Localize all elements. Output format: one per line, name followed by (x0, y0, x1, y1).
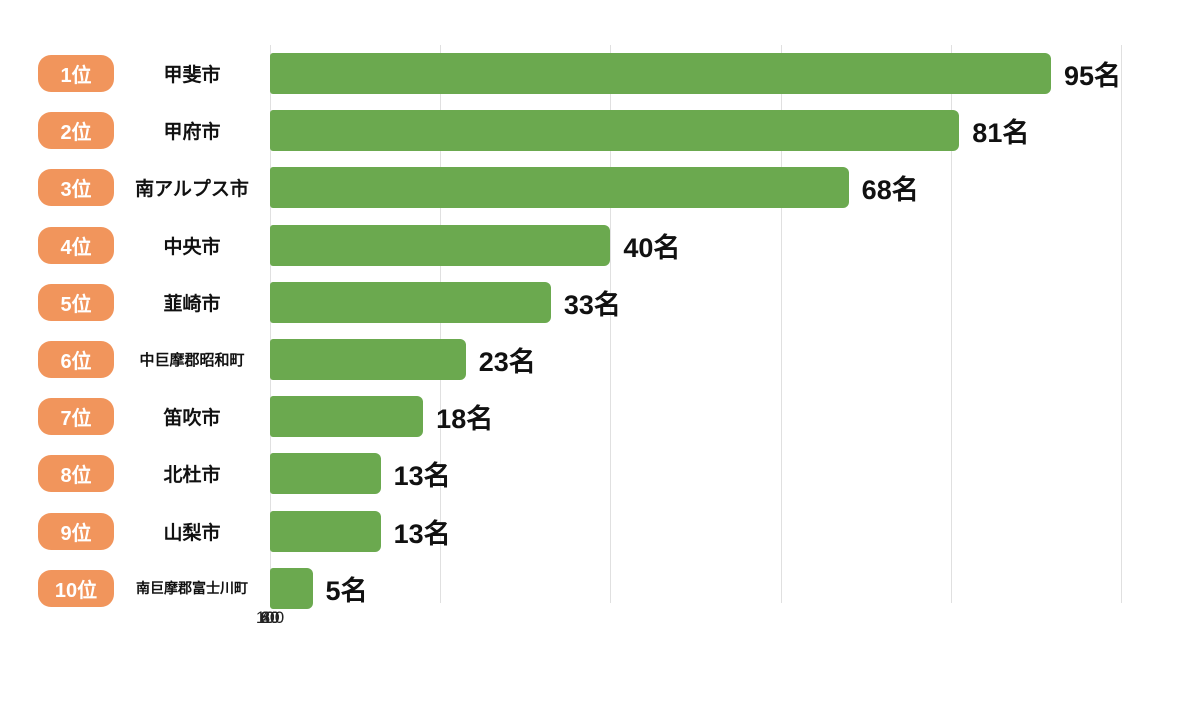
bar (270, 453, 381, 495)
bar-area: 18名 (270, 396, 1121, 438)
value-label: 5名 (325, 575, 368, 606)
x-axis-tick-label: 0 (265, 608, 275, 627)
city-label: 南アルプス市 (135, 179, 249, 201)
table-row: 2位 甲府市 81名 (38, 102, 1200, 159)
rank-badge: 6位 (38, 341, 114, 379)
x-axis-tick-label: 40 (260, 608, 280, 627)
table-row: 5位 韮崎市 33名 (38, 274, 1200, 331)
chart-rows: 1位 甲斐市 95名 2位 甲府市 81名 3位 南アルプス市 68名 4位 (38, 45, 1200, 617)
city-label: 中央市 (163, 236, 221, 258)
x-axis-tick-label: 80 (260, 608, 280, 627)
bar-area: 81名 (270, 110, 1121, 152)
value-label: 33名 (563, 289, 621, 320)
rank-badge: 3位 (38, 169, 114, 207)
bar (270, 53, 1051, 95)
value-label: 18名 (436, 404, 494, 435)
rank-badge: 4位 (38, 226, 114, 264)
bar-area: 23名 (270, 339, 1121, 381)
table-row: 3位 南アルプス市 68名 (38, 159, 1200, 216)
city-label: 南巨摩郡富士川町 (136, 580, 248, 597)
bar (270, 110, 960, 152)
table-row: 4位 中央市 40名 (38, 217, 1200, 274)
x-axis-tick-label: 100 (255, 608, 285, 627)
value-label: 13名 (393, 518, 451, 549)
rank-badge: 7位 (38, 398, 114, 436)
table-row: 9位 山梨市 13名 (38, 503, 1200, 560)
gridline (950, 45, 952, 603)
x-axis-tick-label: 60 (260, 608, 280, 627)
table-row: 6位 中巨摩郡昭和町 23名 (38, 331, 1200, 388)
rank-badge: 5位 (38, 283, 114, 321)
city-label: 甲府市 (163, 122, 221, 144)
table-row: 10位 南巨摩郡富士川町 5名 (38, 560, 1200, 617)
bar (270, 510, 381, 552)
rank-badge: 1位 (38, 55, 114, 93)
city-label: 甲斐市 (163, 65, 221, 87)
table-row: 1位 甲斐市 95名 (38, 45, 1200, 102)
bar (270, 224, 611, 266)
value-label: 68名 (861, 175, 919, 206)
x-axis-tick-label: 20 (260, 608, 280, 627)
gridline (440, 45, 442, 603)
bar-area: 40名 (270, 224, 1121, 266)
value-label: 13名 (393, 461, 451, 492)
bar-area: 5名 (270, 567, 1121, 609)
rank-badge: 2位 (38, 112, 114, 150)
bar-area: 68名 (270, 167, 1121, 209)
rank-badge: 9位 (38, 512, 114, 550)
gridline (780, 45, 782, 603)
bar-area: 33名 (270, 281, 1121, 323)
bar-area: 13名 (270, 453, 1121, 495)
bar (270, 281, 551, 323)
bar (270, 339, 466, 381)
city-label: 北杜市 (163, 465, 221, 487)
gridline (1121, 45, 1122, 603)
bar (270, 567, 313, 609)
city-label: 韮崎市 (163, 293, 221, 315)
city-label: 山梨市 (163, 522, 221, 544)
gridline (610, 45, 612, 603)
bar (270, 396, 424, 438)
bar (270, 167, 849, 209)
city-label: 中巨摩郡昭和町 (139, 352, 245, 370)
table-row: 7位 笛吹市 18名 (38, 388, 1200, 445)
city-label: 笛吹市 (163, 408, 221, 430)
value-label: 23名 (478, 347, 536, 378)
rank-badge: 8位 (38, 455, 114, 493)
value-label: 95名 (1063, 61, 1121, 92)
plot-grid: 0 20 40 60 80 100 (256, 45, 1122, 627)
value-label: 81名 (972, 118, 1030, 149)
bar-area: 13名 (270, 510, 1121, 552)
rank-badge: 10位 (38, 569, 114, 607)
bar-area: 95名 (270, 53, 1121, 95)
value-label: 40名 (623, 232, 681, 263)
gridline (270, 45, 271, 603)
table-row: 8位 北杜市 13名 (38, 445, 1200, 502)
